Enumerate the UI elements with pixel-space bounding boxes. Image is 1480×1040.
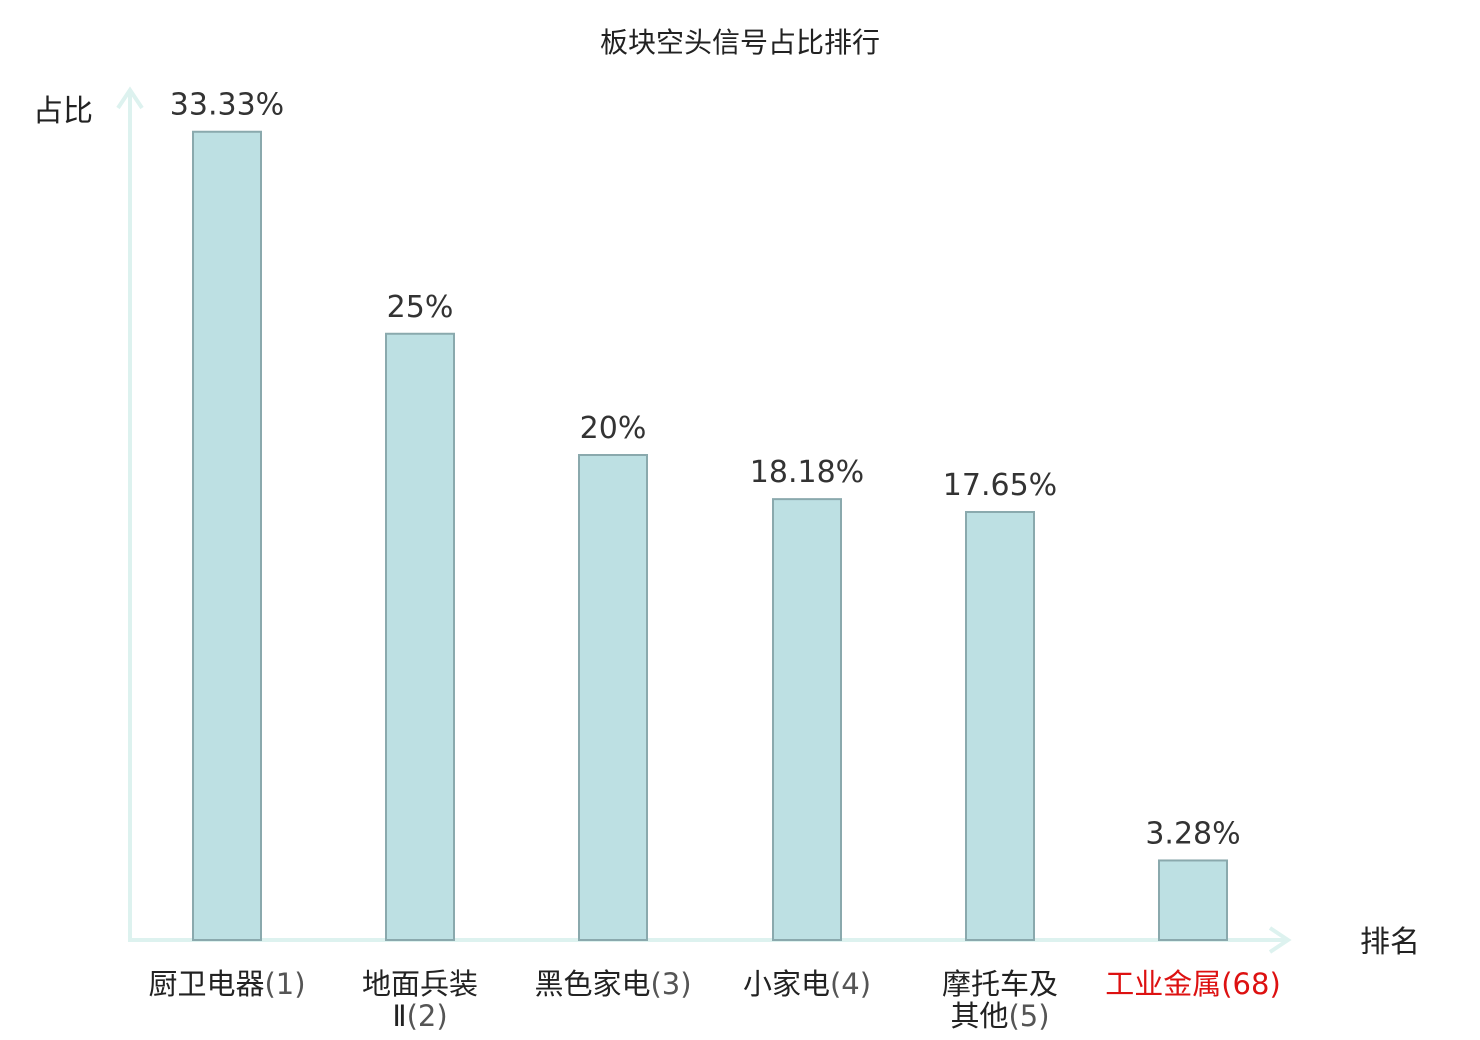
- category-name: 工业金属: [1105, 967, 1221, 1001]
- x-axis-arrow: [1268, 926, 1292, 954]
- value-label-4: 18.18%: [750, 455, 864, 490]
- category-rank: (5): [1008, 999, 1049, 1033]
- category-label-6: 工业金属(68): [1105, 967, 1281, 1001]
- value-label-5: 17.65%: [943, 468, 1057, 503]
- category-name: 地面兵装: [362, 967, 478, 1001]
- category-label-3: 黑色家电(3): [534, 967, 691, 1001]
- category-label-2: 地面兵装: [362, 967, 478, 1001]
- category-label-1: 厨卫电器(1): [148, 967, 305, 1001]
- category-rank: (68): [1221, 967, 1281, 1001]
- bar-3: [578, 454, 648, 941]
- value-label-2: 25%: [387, 290, 454, 325]
- value-label-3: 20%: [580, 411, 647, 446]
- y-axis-arrow: [116, 86, 144, 110]
- bar-4: [772, 498, 842, 941]
- bar-5: [965, 510, 1035, 941]
- chart-axes: [116, 86, 1292, 954]
- category-rank: (1): [264, 967, 305, 1001]
- value-label-1: 33.33%: [170, 88, 284, 123]
- category-name: Ⅱ: [392, 999, 406, 1033]
- category-rank: (2): [407, 999, 448, 1033]
- category-name: 小家电: [743, 967, 830, 1001]
- category-label-2-line-2: Ⅱ(2): [392, 999, 447, 1033]
- category-name: 黑色家电: [534, 967, 650, 1001]
- category-rank: (3): [650, 967, 691, 1001]
- category-name: 摩托车及: [942, 967, 1058, 1001]
- value-labels-group: 33.33% 25% 20% 18.18% 17.65% 3.28%: [170, 88, 1241, 852]
- category-label-4: 小家电(4): [743, 967, 871, 1001]
- category-name: 厨卫电器: [148, 967, 264, 1001]
- category-label-5: 摩托车及: [942, 967, 1058, 1001]
- y-axis-label: 占比: [33, 94, 93, 129]
- x-axis-label: 排名: [1360, 925, 1420, 960]
- value-label-6: 3.28%: [1145, 816, 1240, 851]
- category-label-5-line-2: 其他(5): [950, 999, 1049, 1033]
- chart-title: 板块空头信号占比排行: [600, 26, 880, 59]
- category-name: 其他: [950, 999, 1008, 1033]
- bar-6: [1158, 859, 1228, 942]
- bars-group: [192, 130, 1228, 942]
- category-rank: (4): [830, 967, 871, 1001]
- bar-2: [385, 332, 455, 941]
- bar-1: [192, 130, 262, 941]
